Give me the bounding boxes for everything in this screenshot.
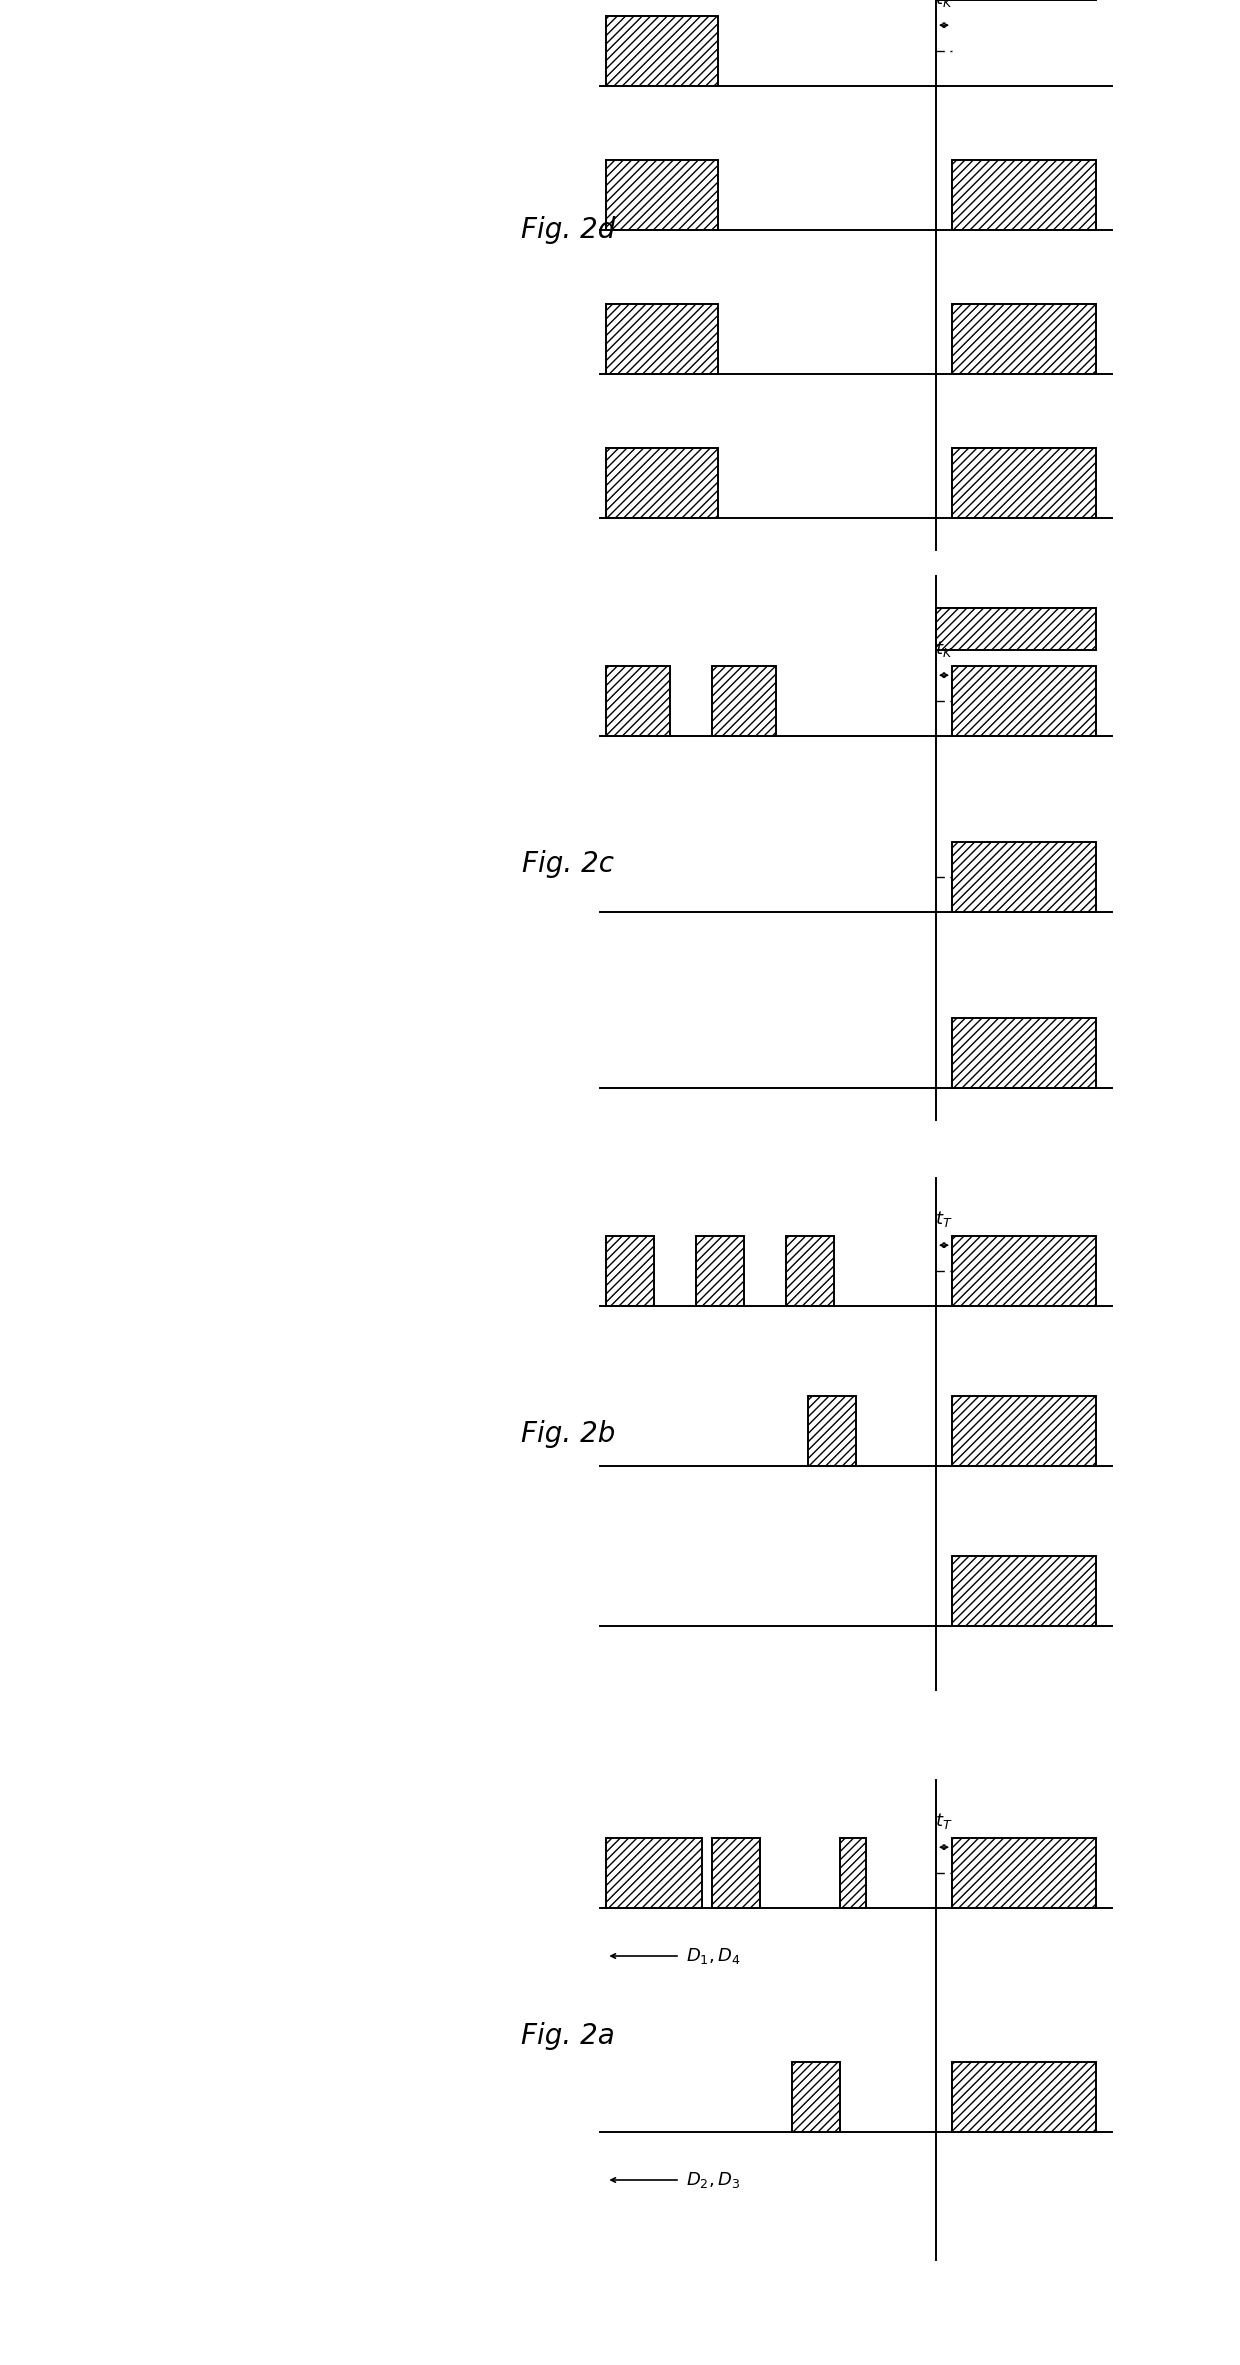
Bar — [952, 447, 1096, 518]
Text: Fig. 2d: Fig. 2d — [521, 215, 615, 244]
Bar — [952, 1838, 1096, 1909]
Text: $D_1, D_4$: $D_1, D_4$ — [687, 1946, 742, 1965]
Bar — [606, 158, 718, 229]
Text: $D_2, D_3$: $D_2, D_3$ — [687, 2171, 740, 2190]
Bar — [606, 447, 718, 518]
Bar — [606, 17, 718, 85]
Bar — [606, 665, 671, 736]
Text: Fig. 2c: Fig. 2c — [522, 849, 614, 877]
Bar — [839, 1838, 866, 1909]
Bar — [606, 303, 718, 374]
Bar — [952, 2062, 1096, 2131]
Bar — [792, 2062, 839, 2131]
Text: $t_T$: $t_T$ — [935, 1209, 952, 1230]
Bar — [952, 665, 1096, 736]
Bar — [952, 842, 1096, 913]
Text: Fig. 2a: Fig. 2a — [521, 2022, 615, 2050]
Bar — [696, 1235, 744, 1305]
Bar — [952, 303, 1096, 374]
Text: $t_K$: $t_K$ — [935, 639, 954, 660]
Bar — [606, 1235, 655, 1305]
Bar — [712, 665, 776, 736]
Bar — [606, 1838, 702, 1909]
Bar — [936, 608, 1096, 650]
Bar — [712, 1838, 760, 1909]
Text: Fig. 2b: Fig. 2b — [521, 1419, 615, 1447]
Bar — [786, 1235, 833, 1305]
Bar — [808, 1395, 856, 1466]
Bar — [952, 1395, 1096, 1466]
Bar — [952, 1235, 1096, 1305]
Text: $t_K$: $t_K$ — [935, 0, 954, 9]
Bar — [952, 158, 1096, 229]
Text: $t_T$: $t_T$ — [935, 1812, 952, 1831]
Bar — [952, 1556, 1096, 1627]
Bar — [952, 1017, 1096, 1088]
